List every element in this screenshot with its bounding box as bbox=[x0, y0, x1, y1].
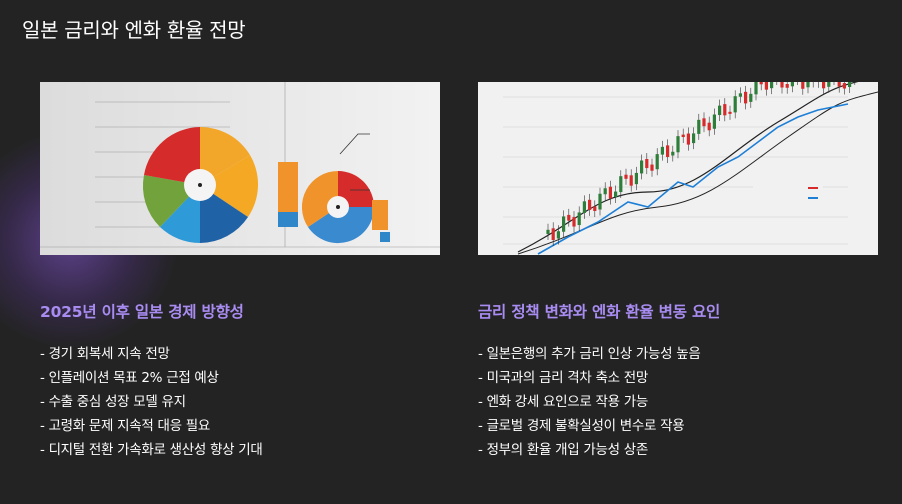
decor-candle bbox=[567, 214, 571, 221]
decor-candle bbox=[754, 82, 758, 95]
decor-candle bbox=[806, 82, 810, 88]
decor-candle bbox=[697, 119, 701, 134]
decor-candle bbox=[546, 229, 550, 234]
decor-candle bbox=[744, 91, 748, 104]
decor-candle bbox=[608, 186, 612, 199]
decor-candle bbox=[645, 158, 649, 169]
decor-candle bbox=[822, 82, 826, 89]
decor-candle bbox=[842, 83, 846, 89]
decor-candle bbox=[598, 193, 602, 210]
page-title: 일본 금리와 엔화 환율 전망 bbox=[22, 18, 246, 42]
illustration-pie bbox=[40, 82, 440, 255]
decor-candle bbox=[738, 93, 742, 97]
decor-candle bbox=[582, 201, 586, 213]
decor-candle bbox=[790, 82, 794, 87]
decor-candle bbox=[702, 118, 706, 127]
bullet-item: - 수출 중심 성장 모델 유지 bbox=[40, 394, 186, 410]
decor-candle bbox=[718, 105, 722, 116]
decor-candle bbox=[681, 134, 685, 138]
decor-candle bbox=[712, 114, 716, 129]
decor-candle bbox=[785, 84, 789, 88]
decor-candle bbox=[780, 82, 784, 88]
bullet-item: - 디지털 전환 가속화로 생산성 향상 기대 bbox=[40, 442, 263, 458]
decor-candle bbox=[660, 146, 664, 155]
bullet-item: - 경기 회복세 지속 전망 bbox=[40, 346, 170, 362]
decor-candle bbox=[556, 231, 560, 239]
bullet-list: - 경기 회복세 지속 전망 - 인플레이션 목표 2% 근접 예상 - 수출 중심… bbox=[40, 342, 440, 462]
decor-candle bbox=[666, 145, 670, 157]
decor-candle bbox=[770, 82, 774, 89]
section: 금리 정책 변화와 엔화 환율 변동 요인 - 일본은행의 추가 금리 인상 가능… bbox=[478, 300, 878, 462]
decor-candle bbox=[629, 175, 633, 186]
decor-candle bbox=[640, 160, 644, 174]
decor-candle bbox=[801, 82, 805, 89]
bullet-item: - 엔화 강세 요인으로 작용 가능 bbox=[478, 394, 648, 410]
bullet-item: - 고령화 문제 지속적 대응 필요 bbox=[40, 418, 210, 434]
decor-candle bbox=[728, 111, 732, 114]
decor-candle bbox=[624, 174, 628, 179]
bullet-item: - 인플레이션 목표 2% 근접 예상 bbox=[40, 370, 219, 386]
decor-candle bbox=[676, 136, 680, 153]
decor-candle bbox=[759, 82, 763, 85]
decor-candle bbox=[692, 133, 696, 144]
decor-candle bbox=[551, 228, 555, 240]
decor-candle bbox=[848, 82, 852, 88]
decor-candle bbox=[650, 164, 654, 171]
illustration-candles bbox=[478, 82, 878, 255]
decor-candle bbox=[837, 82, 841, 87]
decor-candle bbox=[764, 82, 768, 90]
decor-candle bbox=[655, 154, 659, 170]
decor-candle bbox=[707, 122, 711, 131]
decor-candle bbox=[634, 172, 638, 185]
decor-candle bbox=[572, 217, 576, 227]
bullet-item: - 미국과의 금리 격차 축소 전망 bbox=[478, 370, 648, 386]
decor-candle bbox=[614, 191, 618, 198]
decor-candle bbox=[733, 96, 737, 113]
section: 2025년 이후 일본 경제 방향성 - 경기 회복세 지속 전망 - 인플레이션 … bbox=[40, 300, 440, 462]
decor-candle bbox=[619, 176, 623, 193]
decor-candle bbox=[562, 216, 566, 232]
decor-candle bbox=[593, 206, 597, 211]
decor-candle bbox=[603, 188, 607, 195]
bullet-item: - 글로벌 경제 불확실성이 변수로 작용 bbox=[478, 418, 685, 434]
decor-candle bbox=[588, 199, 592, 210]
bullet-list: - 일본은행의 추가 금리 인상 가능성 높음 - 미국과의 금리 격차 축소 전… bbox=[478, 342, 878, 462]
section-heading: 2025년 이후 일본 경제 방향성 bbox=[40, 303, 244, 321]
bullet-item: - 정부의 환율 개입 가능성 상존 bbox=[478, 442, 648, 458]
decor-candle bbox=[827, 82, 831, 87]
section-heading: 금리 정책 변화와 엔화 환율 변동 요인 bbox=[478, 303, 721, 321]
decor-candle bbox=[671, 151, 675, 156]
decor-candle bbox=[577, 212, 581, 226]
decor-candle bbox=[686, 133, 690, 145]
bullet-item: - 일본은행의 추가 금리 인상 가능성 높음 bbox=[478, 346, 701, 362]
decor-candle bbox=[749, 93, 753, 102]
decor-candle bbox=[723, 104, 727, 116]
